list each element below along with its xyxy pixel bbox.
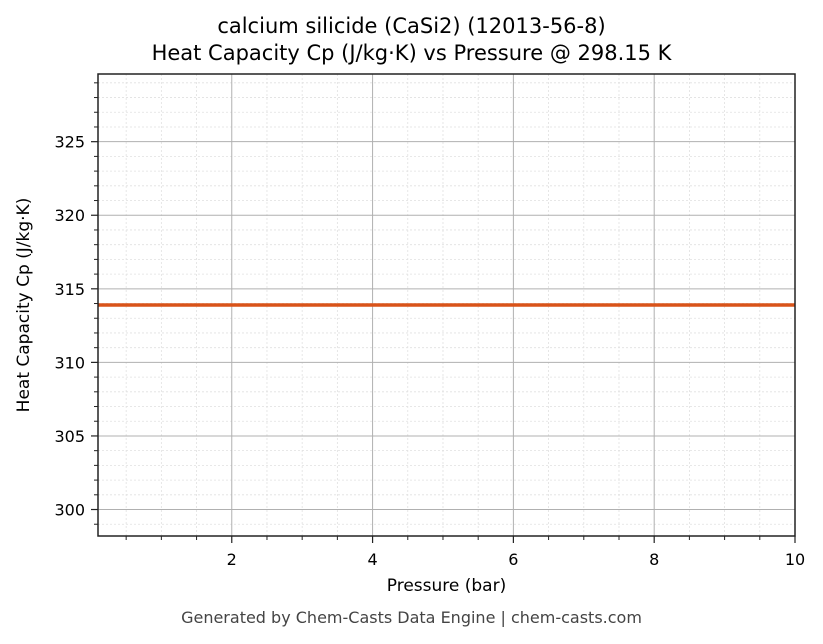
footer-credit: Generated by Chem-Casts Data Engine | ch… [181, 608, 642, 627]
x-tick-label: 4 [367, 550, 377, 569]
y-tick-label: 315 [54, 280, 85, 299]
chart-title: calcium silicide (CaSi2) (12013-56-8) [217, 14, 606, 38]
x-tick-label: 6 [508, 550, 518, 569]
x-tick-label: 10 [785, 550, 805, 569]
y-tick-label: 305 [54, 427, 85, 446]
chart-subtitle: Heat Capacity Cp (J/kg·K) vs Pressure @ … [151, 41, 672, 65]
x-tick-label: 2 [227, 550, 237, 569]
y-tick-label: 300 [54, 501, 85, 520]
y-tick-label: 310 [54, 353, 85, 372]
y-axis-label: Heat Capacity Cp (J/kg·K) [14, 197, 34, 413]
x-axis-label: Pressure (bar) [386, 576, 507, 596]
y-tick-label: 325 [54, 133, 85, 152]
axes-frame [97, 73, 796, 537]
y-tick-label: 320 [54, 206, 85, 225]
x-tick-label: 8 [649, 550, 659, 569]
